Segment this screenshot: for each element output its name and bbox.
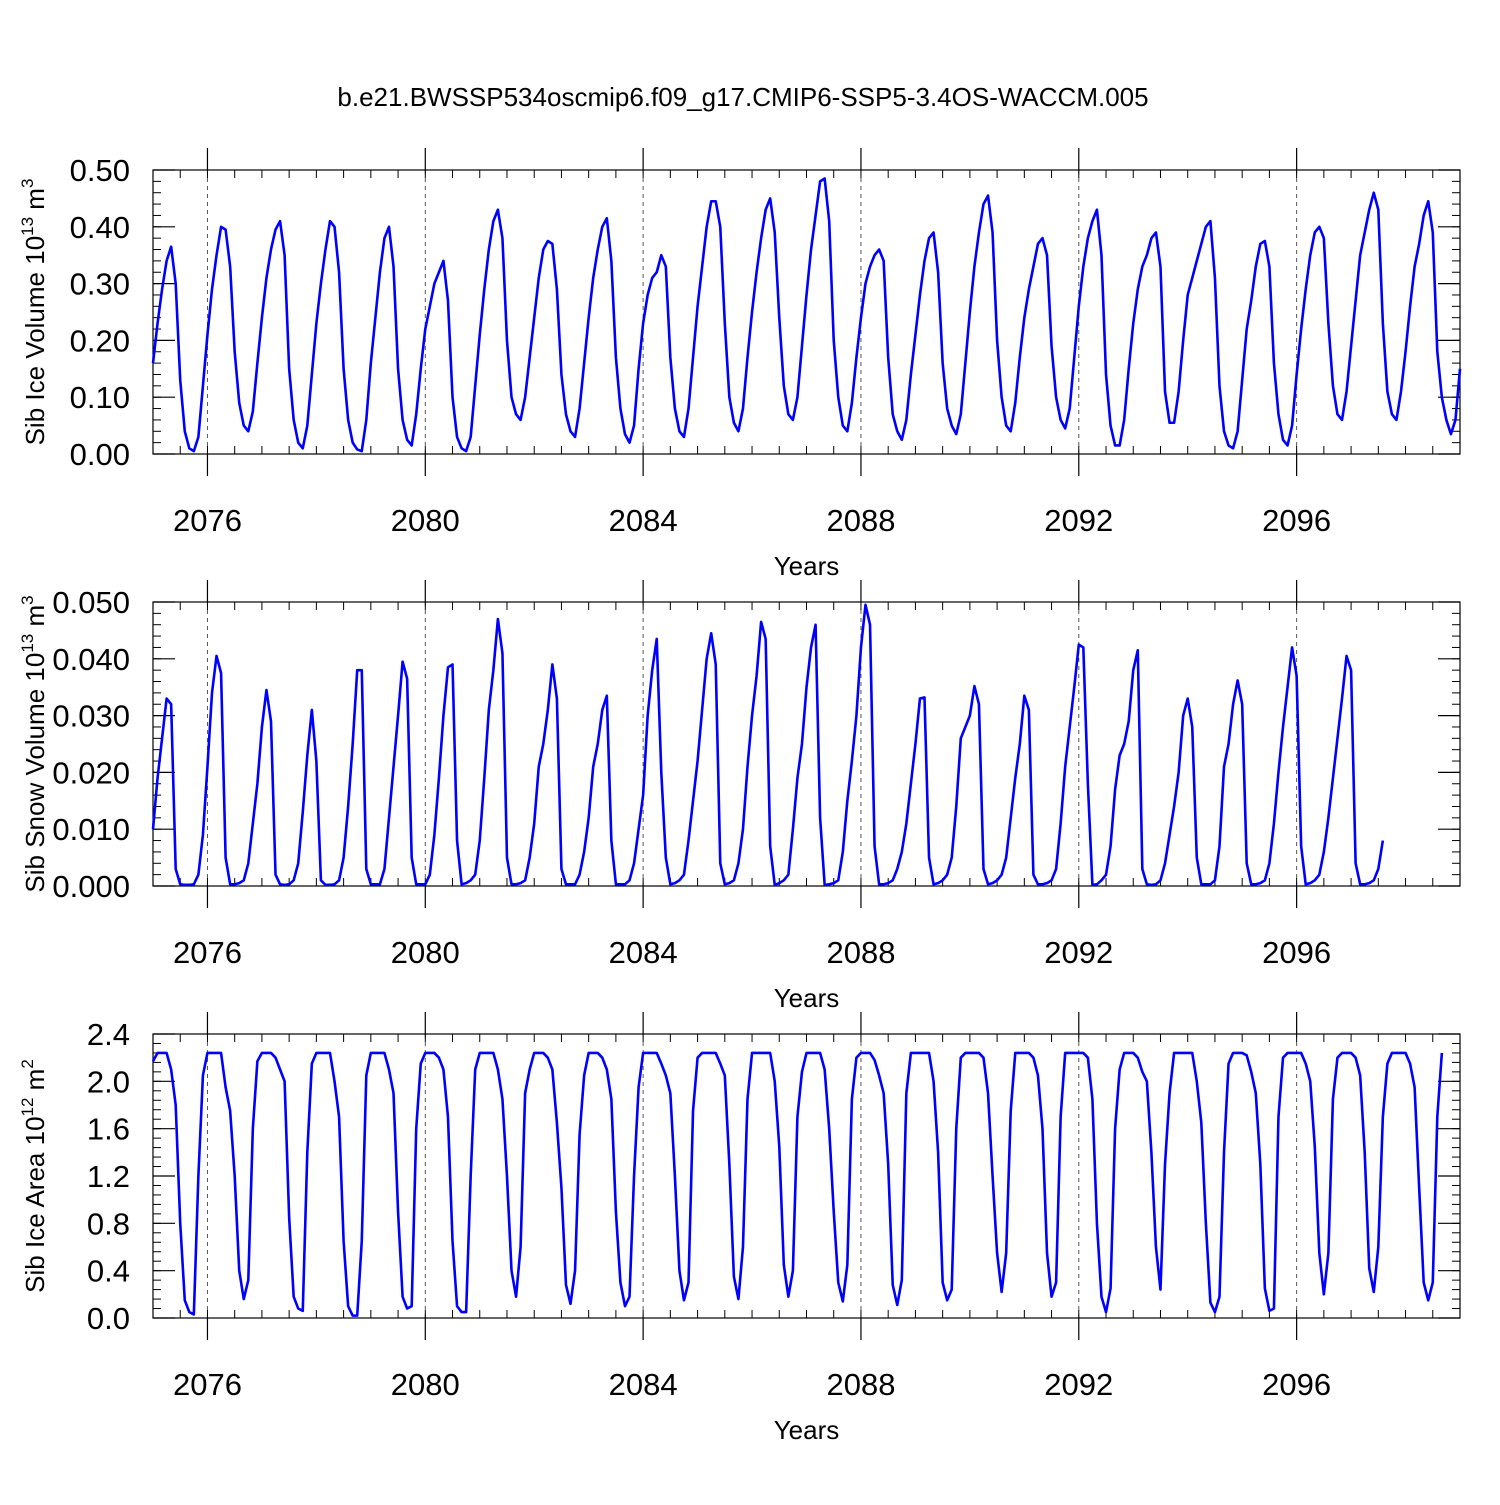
- x-tick-label: 2076: [173, 935, 242, 970]
- y-tick-label: 0.0: [87, 1301, 130, 1336]
- x-tick-label: 2076: [173, 1367, 242, 1402]
- y-axis-title-superscript: 3: [18, 179, 37, 188]
- y-axis-title-part: m: [20, 188, 50, 217]
- y-tick-label: 0.8: [87, 1206, 130, 1241]
- x-tick-label: 2080: [391, 935, 460, 970]
- x-tick-label: 2088: [826, 935, 895, 970]
- x-tick-label: 2084: [609, 503, 678, 538]
- y-tick-label: 0.030: [52, 699, 130, 734]
- x-tick-label: 2096: [1262, 935, 1331, 970]
- y-tick-label: 0.040: [52, 642, 130, 677]
- y-axis-title-superscript: 13: [18, 217, 37, 236]
- y-tick-label: 0.40: [70, 210, 130, 245]
- chart-title: b.e21.BWSSP534oscmip6.f09_g17.CMIP6-SSP5…: [337, 82, 1148, 112]
- plot-frame: [152, 601, 1461, 887]
- x-tick-label: 2088: [826, 503, 895, 538]
- y-axis-title: Sib Ice Volume 1013 m3: [18, 179, 50, 446]
- y-tick-label: 1.6: [87, 1112, 130, 1147]
- panel-ice-volume: 2076 2080 2084 2088 2092 2096 0.00 0.10 0.20 0.30…: [18, 148, 1462, 581]
- x-tick-label: 2080: [391, 1367, 460, 1402]
- y-tick-label: 0.10: [70, 380, 130, 415]
- y-axis-title: Sib Snow Volume 1013 m3: [18, 595, 50, 892]
- y-axis-title-part: Sib Ice Volume 10: [20, 236, 50, 446]
- y-axis-title-superscript: 12: [18, 1098, 37, 1117]
- panel-snow-volume: 2076 2080 2084 2088 2092 2096 0.000 0.010 0.020 0…: [18, 580, 1461, 1013]
- x-axis-title: Years: [774, 1415, 840, 1445]
- y-axis-title-superscript: 3: [18, 595, 37, 604]
- y-axis-title-superscript: 13: [18, 634, 37, 653]
- x-tick-label: 2088: [826, 1367, 895, 1402]
- y-tick-label: 0.00: [70, 437, 130, 472]
- y-axis-title: Sib Ice Area 1012 m2: [18, 1059, 50, 1293]
- x-tick-label: 2076: [173, 503, 242, 538]
- x-tick-label: 2084: [609, 935, 678, 970]
- plot-frame: [152, 169, 1461, 455]
- x-tick-label: 2092: [1044, 1367, 1113, 1402]
- y-axis-title-part: m: [20, 1069, 50, 1098]
- x-tick-label: 2092: [1044, 503, 1113, 538]
- x-tick-label: 2080: [391, 503, 460, 538]
- y-tick-label: 0.000: [52, 869, 130, 904]
- x-axis-title: Years: [774, 983, 840, 1013]
- x-tick-label: 2096: [1262, 1367, 1331, 1402]
- y-tick-label: 2.0: [87, 1064, 130, 1099]
- x-tick-label: 2084: [609, 1367, 678, 1402]
- y-tick-label: 0.30: [70, 267, 130, 302]
- panel-ice-area: 2076 2080 2084 2088 2092 2096 0.0 0.4 0.8 1.2 1.6 2…: [18, 1012, 1461, 1445]
- y-tick-label: 0.4: [87, 1254, 130, 1289]
- y-tick-label: 0.020: [52, 755, 130, 790]
- y-axis-title-part: Sib Ice Area 10: [20, 1116, 50, 1292]
- x-tick-label: 2092: [1044, 935, 1113, 970]
- y-tick-label: 0.50: [70, 153, 130, 188]
- y-axis-title-part: m: [20, 605, 50, 634]
- y-tick-label: 1.2: [87, 1159, 130, 1194]
- y-axis-title-superscript: 2: [18, 1059, 37, 1068]
- y-tick-label: 2.4: [87, 1017, 130, 1052]
- x-axis-title: Years: [774, 551, 840, 581]
- series-line: [151, 603, 1385, 887]
- y-tick-label: 0.20: [70, 323, 130, 358]
- y-tick-label: 0.010: [52, 812, 130, 847]
- y-axis-title-part: Sib Snow Volume 10: [20, 653, 50, 893]
- y-tick-label: 0.050: [52, 585, 130, 620]
- series-line: [151, 1051, 1444, 1317]
- x-tick-label: 2096: [1262, 503, 1331, 538]
- series-line: [151, 177, 1462, 453]
